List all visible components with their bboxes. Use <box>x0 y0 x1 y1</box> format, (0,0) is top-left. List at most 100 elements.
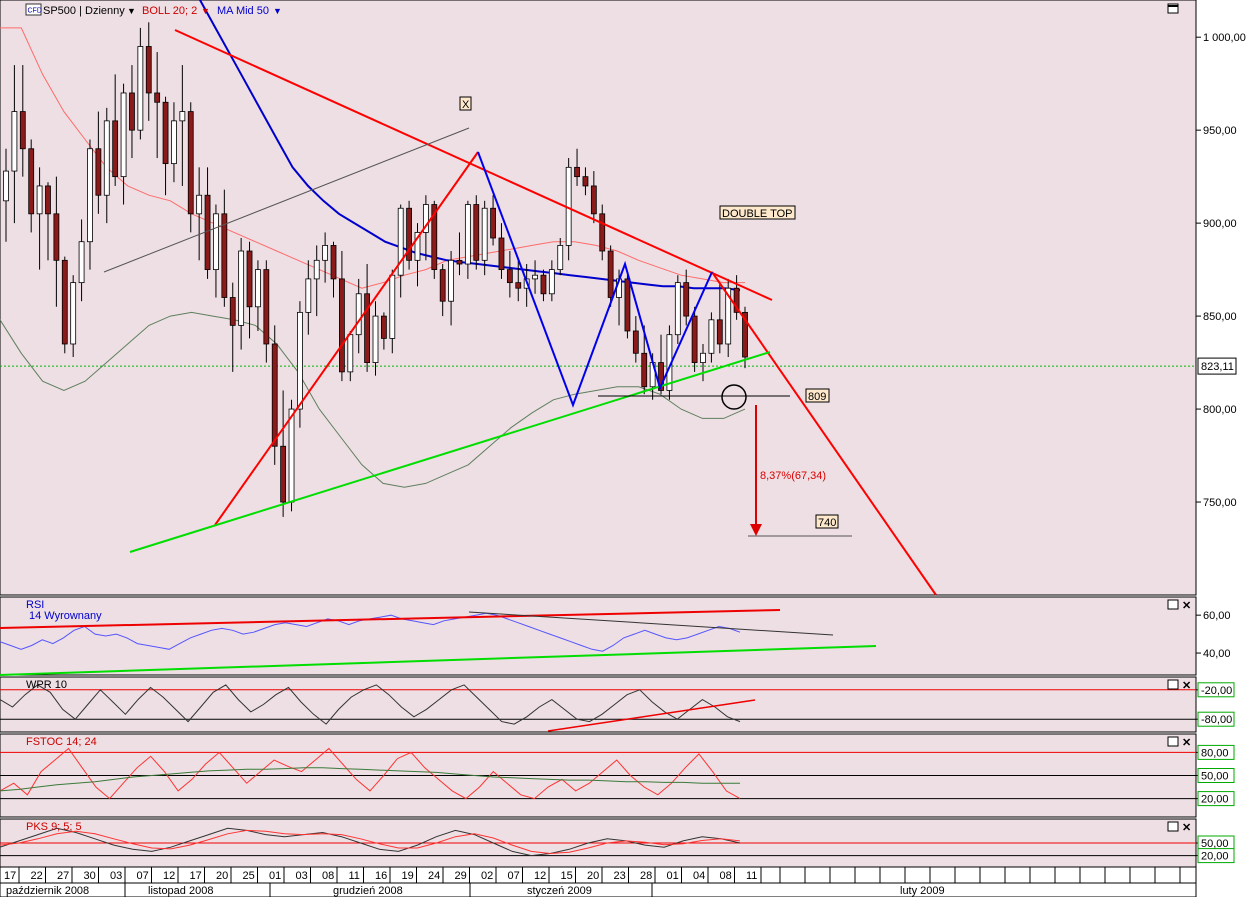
candle <box>78 241 85 284</box>
candle <box>238 250 245 326</box>
x-day-label: 28 <box>640 870 652 882</box>
x-day-label: 03 <box>296 870 308 882</box>
rsi-title: RSI <box>26 599 44 611</box>
x-month-label: luty 2009 <box>900 885 945 897</box>
candle <box>263 269 270 345</box>
candle <box>145 46 152 94</box>
maximize-icon[interactable] <box>1167 3 1179 14</box>
candle <box>632 330 639 354</box>
candle <box>406 207 412 261</box>
candle <box>28 148 35 215</box>
current-price-label: 823,11 <box>1201 361 1234 373</box>
candle <box>246 250 253 308</box>
fstoc-y-tick-box <box>1197 768 1235 783</box>
fstoc-y-tick-label: 20,00 <box>1201 794 1229 806</box>
y-tick-label: 1 000,00 <box>1203 32 1246 44</box>
candle <box>389 274 396 339</box>
rsi-pane <box>0 596 1197 676</box>
marker-label: X <box>462 99 470 111</box>
neckline-label: 809 <box>808 391 826 403</box>
candle <box>674 282 681 336</box>
candle <box>19 111 26 150</box>
close-icon: ✕ <box>1182 822 1191 834</box>
fstoc-line <box>0 747 741 800</box>
price-pane <box>0 0 1197 596</box>
x-day-label: 03 <box>110 870 122 882</box>
candle <box>87 148 93 243</box>
x-day-label: 11 <box>349 870 360 882</box>
candle <box>414 232 421 261</box>
wpr-title: WPR 10 <box>26 679 67 691</box>
x-day-label: 02 <box>481 870 493 882</box>
support-line <box>129 351 771 553</box>
pks-line <box>0 827 741 857</box>
candle <box>95 148 102 196</box>
wpr-trend-line <box>547 699 756 732</box>
candle <box>171 120 177 165</box>
candle <box>422 204 429 233</box>
breakout-circle <box>721 384 747 410</box>
candle <box>53 213 60 261</box>
candle <box>305 278 312 313</box>
zigzag-line <box>477 151 713 408</box>
wpr-line <box>0 684 741 725</box>
candle <box>3 170 9 202</box>
candle <box>742 311 748 358</box>
candle <box>347 334 354 373</box>
candle <box>330 245 337 280</box>
candle <box>490 207 496 239</box>
pks-y-tick-label: 20,00 <box>1201 851 1229 863</box>
projection-line <box>711 271 937 596</box>
ma-label[interactable]: MA Mid 50 <box>217 5 269 17</box>
candle <box>599 213 606 252</box>
wpr-y-tick-box <box>1197 711 1235 727</box>
x-day-label: 12 <box>534 870 546 882</box>
candle <box>204 194 211 271</box>
rsi-lower-trend <box>0 645 877 676</box>
wpr-y-tick-label: -80,00 <box>1201 714 1232 726</box>
candle <box>364 293 371 363</box>
rsi-upper-trend <box>0 609 781 629</box>
y-tick-label: 900,00 <box>1203 218 1237 230</box>
candle <box>691 315 698 363</box>
wpr-y-tick-box <box>1197 682 1235 698</box>
candle <box>36 185 43 215</box>
x-month-label: grudzień 2008 <box>333 885 403 897</box>
close-icon: ✕ <box>1182 737 1191 749</box>
candle <box>221 213 228 298</box>
candle <box>574 166 580 178</box>
x-day-label: 22 <box>31 870 43 882</box>
y-tick-label: 750,00 <box>1203 497 1237 509</box>
channel-line <box>103 127 470 273</box>
drop-arrow-head <box>750 524 762 536</box>
x-day-label: 20 <box>216 870 228 882</box>
candle <box>733 287 740 313</box>
boll-label[interactable]: BOLL 20; 2 <box>142 5 197 17</box>
candle <box>683 282 690 317</box>
candle <box>297 311 303 410</box>
pks-signal-line <box>0 829 741 855</box>
candle <box>397 207 404 276</box>
chevron-down-icon[interactable]: ▼ <box>273 6 282 16</box>
double-top-label: DOUBLE TOP <box>722 208 793 220</box>
x-day-label: 29 <box>455 870 467 882</box>
candle <box>313 259 320 280</box>
symbol-title[interactable]: SP500 | Dzienny <box>43 5 125 17</box>
candle <box>154 92 161 103</box>
x-day-label: 16 <box>375 870 387 882</box>
candle <box>213 213 219 271</box>
candle <box>481 207 488 261</box>
candle <box>582 176 589 187</box>
candle <box>498 237 505 271</box>
candle <box>11 111 18 172</box>
chevron-down-icon[interactable]: ▼ <box>127 6 136 16</box>
maximize-icon <box>1167 599 1179 610</box>
chevron-down-icon[interactable]: ▼ <box>201 6 210 16</box>
rsi-y-tick-label: 40,00 <box>1203 648 1231 660</box>
current-price-box <box>1197 357 1237 375</box>
x-day-label: 15 <box>561 870 573 882</box>
candle <box>322 245 329 261</box>
candle <box>431 204 438 271</box>
candle <box>506 269 513 284</box>
